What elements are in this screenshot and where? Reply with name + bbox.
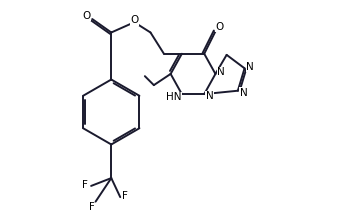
Text: F: F xyxy=(122,191,128,201)
Text: F: F xyxy=(82,180,88,190)
Text: O: O xyxy=(216,22,224,32)
Text: O: O xyxy=(131,15,139,25)
Text: O: O xyxy=(82,11,91,21)
Text: F: F xyxy=(89,202,95,212)
Text: N: N xyxy=(217,67,225,77)
Text: N: N xyxy=(239,88,247,97)
Text: HN: HN xyxy=(166,93,181,102)
Text: N: N xyxy=(206,91,214,101)
Text: N: N xyxy=(246,62,254,71)
